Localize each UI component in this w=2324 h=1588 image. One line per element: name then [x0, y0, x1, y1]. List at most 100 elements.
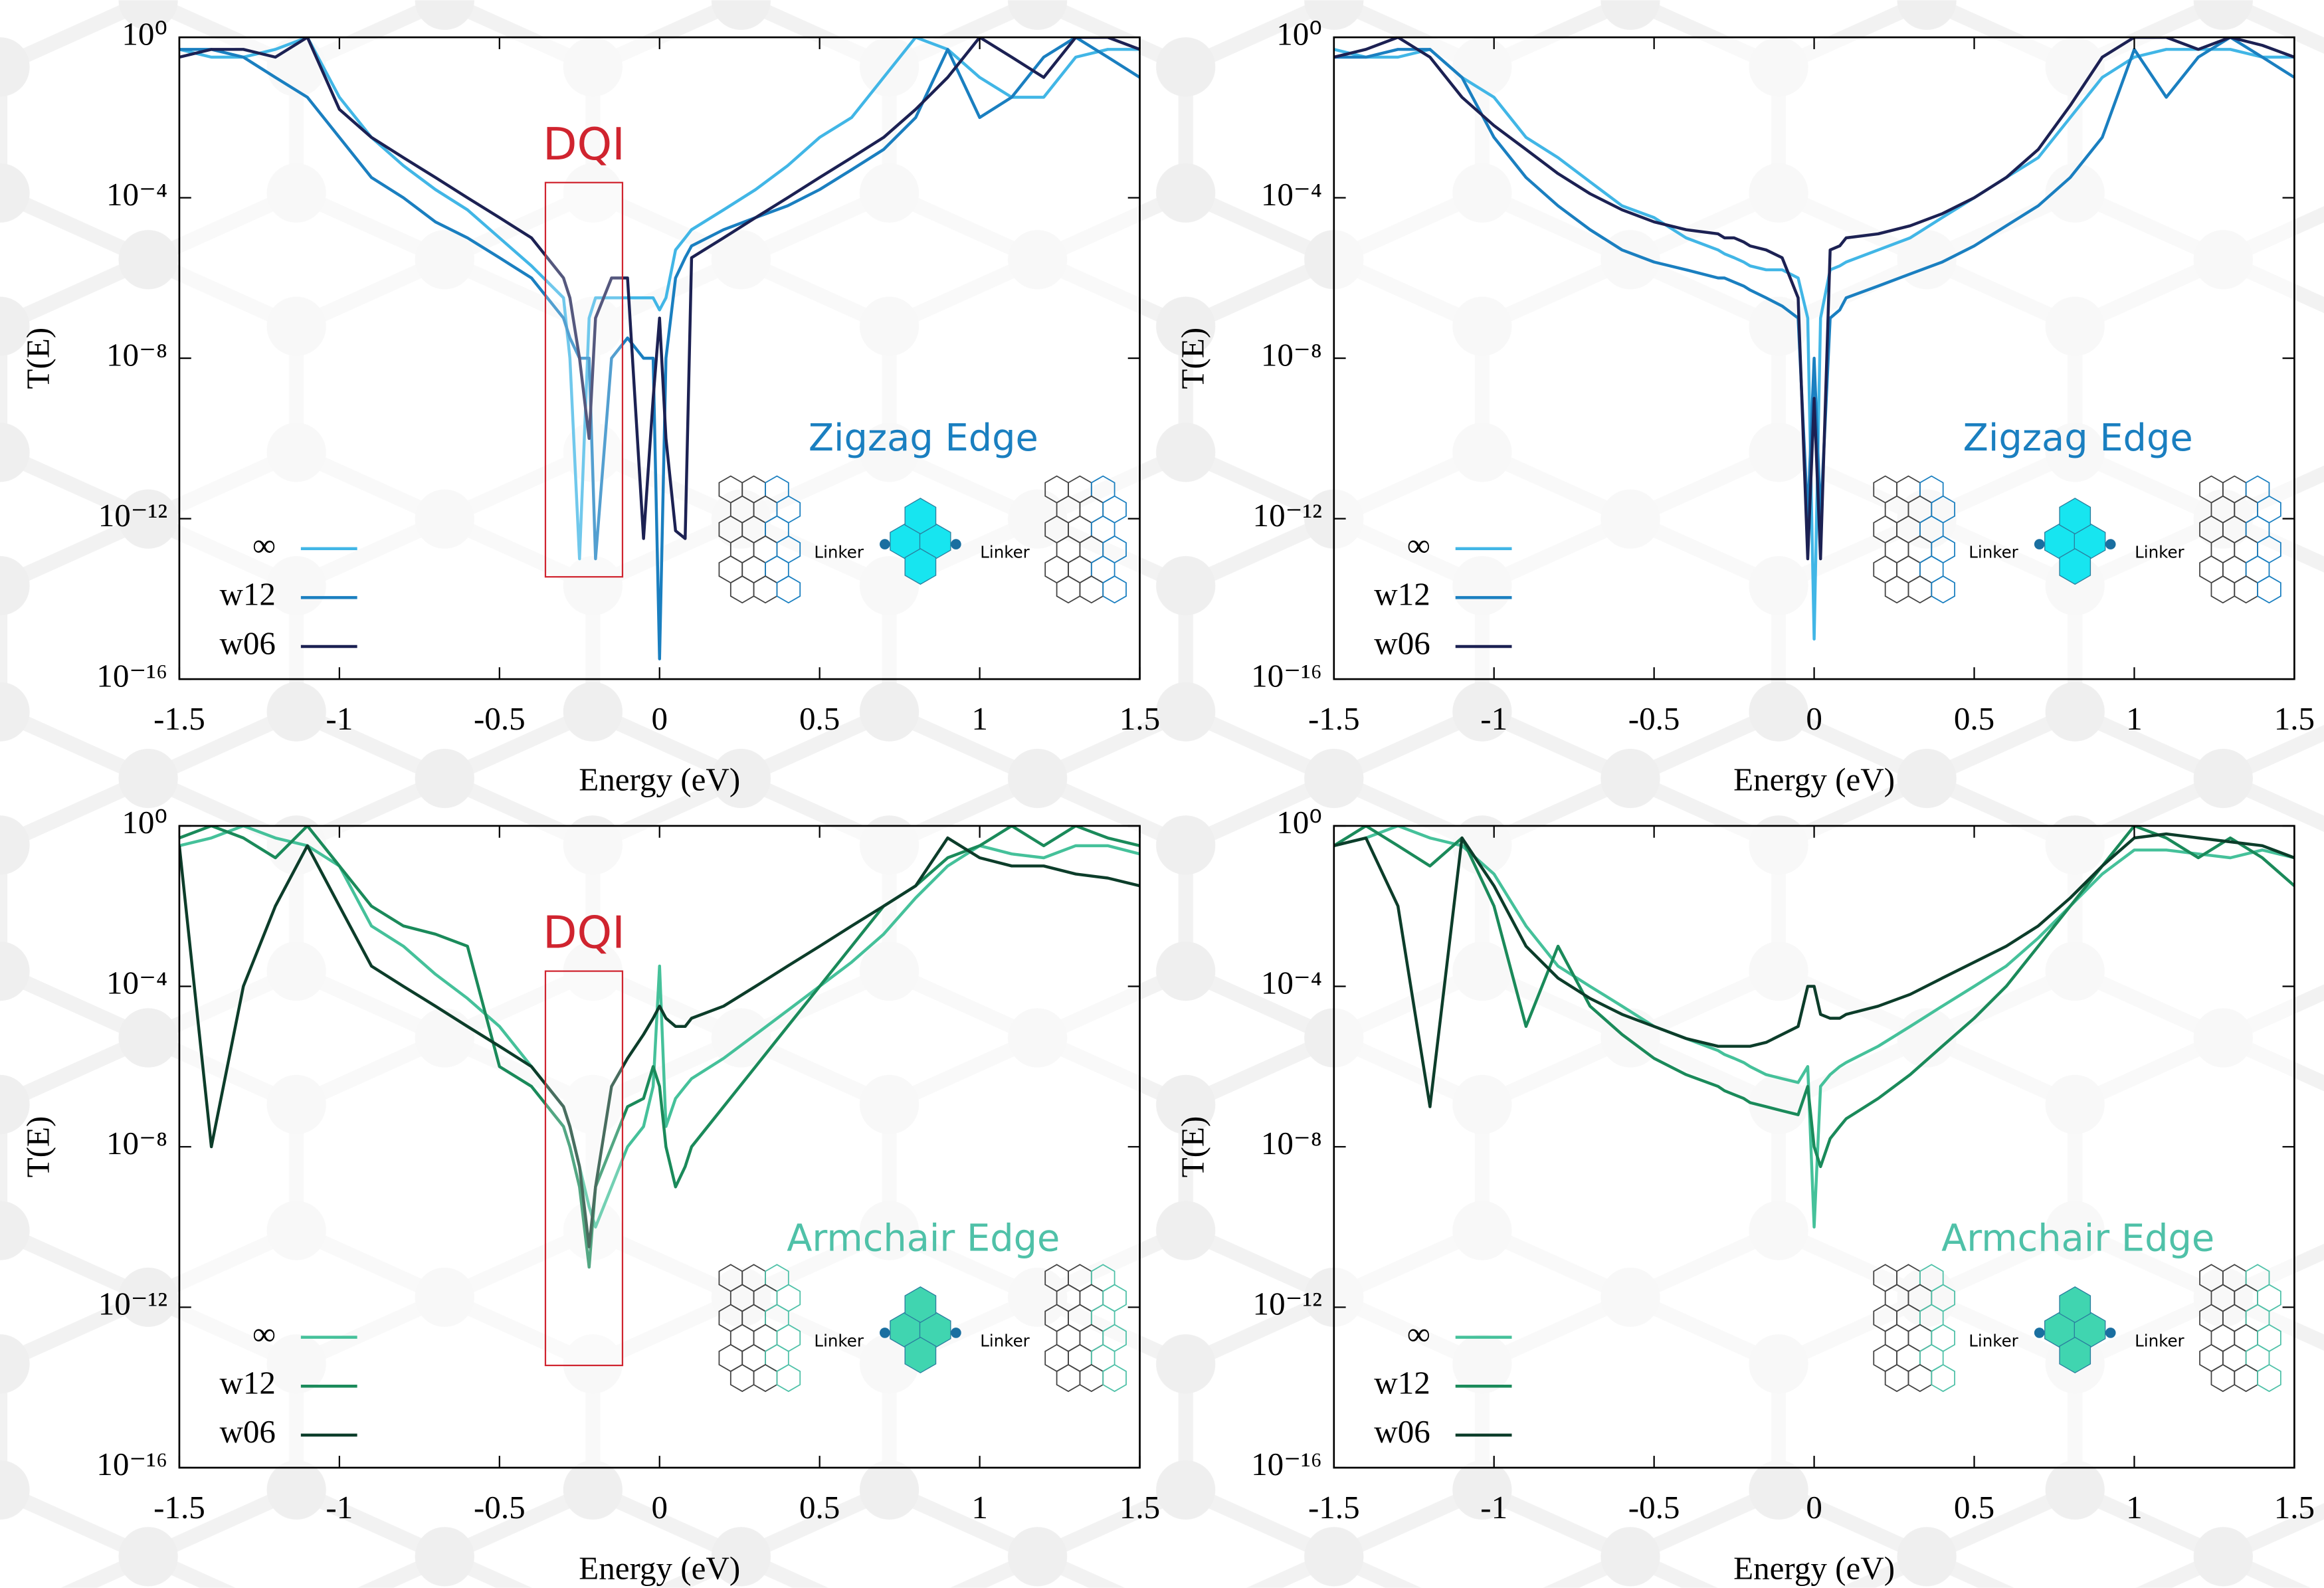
x-tick-label: 0.5	[799, 1489, 840, 1526]
x-tick-label: -1	[1480, 700, 1507, 737]
inset: Linker Linker	[1873, 475, 2281, 604]
series-line	[179, 37, 1140, 660]
y-tick-label: 10⁻⁴	[1261, 965, 1322, 1001]
x-tick-label: 1	[971, 1489, 988, 1526]
x-tick-label: -1.5	[153, 700, 205, 737]
series-line	[179, 37, 1140, 561]
lattice-hex	[2257, 1363, 2281, 1393]
inset: Linker Linker	[1873, 1264, 2281, 1393]
y-tick-label: 10⁻⁸	[106, 336, 167, 373]
y-tick-label: 10⁻¹⁶	[1251, 657, 1322, 694]
x-tick-label: -0.5	[474, 700, 526, 737]
x-tick-label: 1.5	[1119, 1489, 1160, 1526]
molecule-ring	[2059, 1336, 2091, 1373]
y-tick-label: 10⁰	[122, 15, 167, 52]
lattice-hex	[2257, 575, 2281, 604]
annotation: DQI	[543, 907, 625, 959]
legend-label: w06	[219, 625, 275, 661]
series-line	[179, 825, 1140, 1229]
y-tick-label: 10⁻⁸	[106, 1125, 167, 1161]
series-line	[179, 37, 1140, 540]
legend-label: w12	[1374, 1364, 1430, 1401]
panel: Linker Linker DQI Zigzag Edge ∞ w12 w06 -1.5 -1 -…	[20, 15, 1160, 797]
plot-area	[179, 825, 1140, 1468]
edge-label: Zigzag Edge	[809, 417, 1038, 460]
panel: Linker Linker DQI Armchair Edge ∞ w12 w06 -1.5 -…	[20, 804, 1160, 1586]
panel: Linker Linker Armchair Edge ∞ w12 w06 -1.5 -1 -0…	[1175, 804, 2315, 1586]
lattice-hex	[1102, 575, 1127, 604]
y-tick-label: 10⁻⁴	[106, 965, 167, 1001]
x-tick-label: -0.5	[1628, 1489, 1680, 1526]
molecule-ring	[2059, 548, 2091, 585]
linker-atom	[880, 1328, 890, 1338]
legend-label: w06	[1374, 625, 1430, 661]
x-axis-label: Energy (eV)	[1733, 1549, 1895, 1586]
x-tick-label: 0	[651, 1489, 668, 1526]
inset-label: Linker	[2135, 1331, 2184, 1350]
molecule-ring	[2059, 498, 2091, 535]
annotation-box	[544, 970, 624, 1367]
y-tick-label: 10⁻¹⁶	[1251, 1446, 1322, 1482]
edge-label: Armchair Edge	[1941, 1217, 2214, 1260]
x-axis-label: Energy (eV)	[579, 761, 740, 798]
linker-atom	[2034, 1328, 2045, 1338]
inset-label: Linker	[2135, 542, 2184, 561]
legend-label: w06	[219, 1413, 275, 1450]
x-tick-label: -1.5	[153, 1489, 205, 1526]
y-tick-label: 10⁻¹⁶	[96, 657, 167, 694]
legend-label: ∞	[1407, 527, 1430, 563]
edge-label: Zigzag Edge	[1963, 417, 2193, 460]
x-tick-label: 1.5	[1119, 700, 1160, 737]
molecule-ring	[904, 1336, 937, 1373]
linker-atom	[951, 1328, 961, 1338]
inset-label: Linker	[1969, 1331, 2018, 1350]
y-tick-label: 10⁰	[1276, 804, 1322, 841]
inset-label: Linker	[980, 542, 1030, 561]
linker-atom	[951, 539, 961, 549]
x-tick-label: 0	[1806, 1489, 1822, 1526]
plot-area	[179, 37, 1140, 680]
x-axis-label: Energy (eV)	[1733, 761, 1895, 798]
x-tick-label: 0.5	[799, 700, 840, 737]
lattice-hex	[1931, 575, 1955, 604]
series-line	[1333, 825, 2295, 1229]
x-tick-label: 0	[651, 700, 668, 737]
x-tick-label: -1	[1480, 1489, 1507, 1526]
x-tick-label: -0.5	[474, 1489, 526, 1526]
legend-label: w12	[219, 576, 275, 613]
panel: Linker Linker Zigzag Edge ∞ w12 w06 -1.5 -1 -0.5…	[1175, 15, 2315, 797]
legend-label: w06	[1374, 1413, 1430, 1450]
series-line	[1333, 825, 2295, 1169]
x-axis-label: Energy (eV)	[579, 1549, 740, 1586]
linker-atom	[880, 539, 890, 549]
y-axis-label: T(E)	[20, 328, 56, 389]
inset-label: Linker	[1969, 542, 2018, 561]
molecule-ring	[904, 548, 937, 585]
series-line	[1333, 48, 2295, 641]
x-tick-label: 1	[2126, 700, 2143, 737]
y-tick-label: 10⁻⁸	[1261, 1125, 1322, 1161]
y-tick-label: 10⁻¹⁶	[96, 1446, 167, 1482]
x-tick-label: -1.5	[1308, 700, 1360, 737]
inset: Linker Linker	[718, 475, 1127, 604]
y-tick-label: 10⁻⁴	[1261, 176, 1322, 213]
y-tick-label: 10⁰	[122, 804, 167, 841]
y-tick-label: 10⁻¹²	[98, 497, 167, 534]
lattice-hex	[1102, 1363, 1127, 1393]
x-tick-label: 1	[971, 700, 988, 737]
legend-label: w12	[219, 1364, 275, 1401]
molecule-ring	[2059, 1286, 2091, 1324]
inset-label: Linker	[814, 1331, 864, 1350]
y-tick-label: 10⁻⁸	[1261, 336, 1322, 373]
x-tick-label: 1.5	[2274, 700, 2315, 737]
molecule-ring	[904, 1286, 937, 1324]
y-axis-label: T(E)	[1175, 1116, 1211, 1178]
x-tick-label: -1	[326, 700, 353, 737]
y-tick-label: 10⁰	[1276, 15, 1322, 52]
x-tick-label: -0.5	[1628, 700, 1680, 737]
y-tick-label: 10⁻⁴	[106, 176, 167, 213]
x-tick-label: 0	[1806, 700, 1822, 737]
linker-atom	[2105, 539, 2116, 549]
linker-atom	[2034, 539, 2045, 549]
legend-label: w12	[1374, 576, 1430, 613]
